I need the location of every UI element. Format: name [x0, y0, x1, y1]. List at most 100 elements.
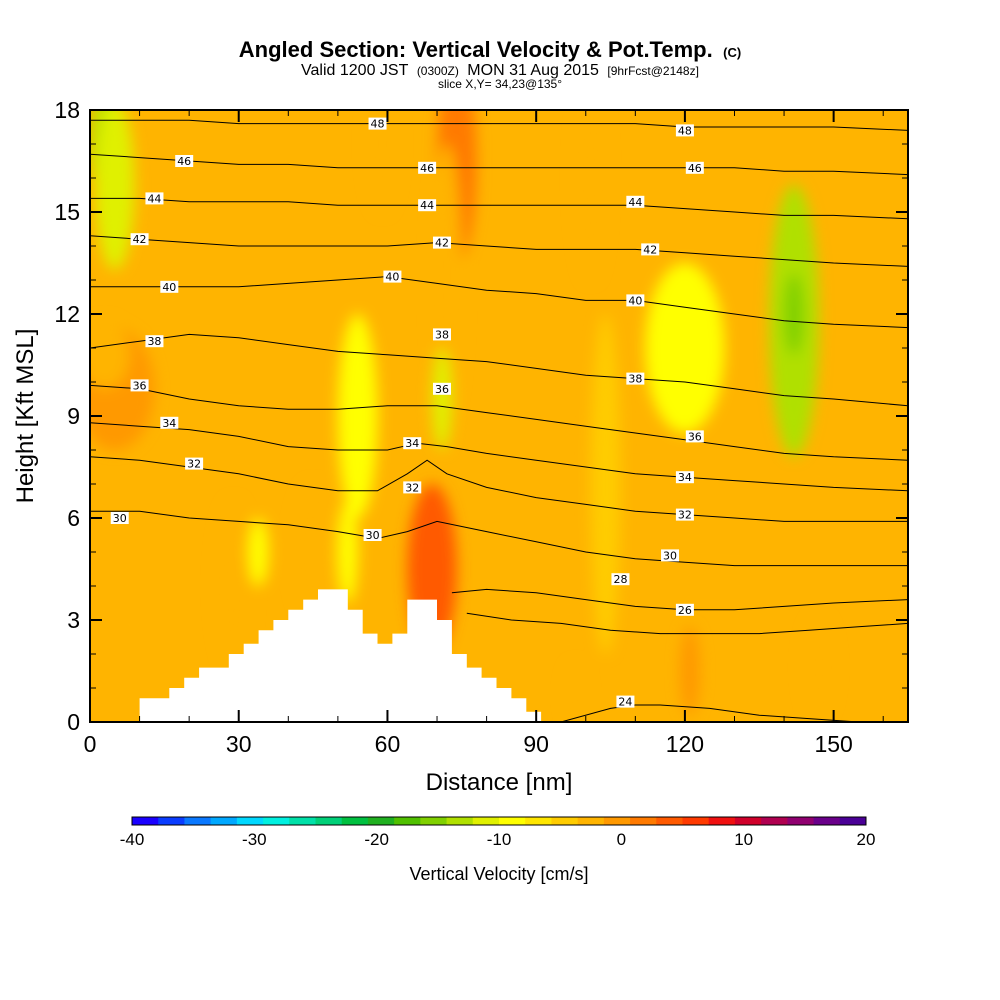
- velocity-blob: [645, 263, 725, 433]
- contour-label: 48: [675, 124, 694, 137]
- colorbar-swatch: [734, 817, 762, 825]
- velocity-blob: [367, 110, 398, 212]
- contour-label-text: 30: [663, 549, 677, 562]
- contour-label: 34: [675, 471, 694, 484]
- colorbar-swatch: [813, 817, 841, 825]
- contour-label: 28: [611, 573, 630, 586]
- valid-utc: (0300Z): [417, 64, 459, 78]
- colorbar-swatch: [420, 817, 448, 825]
- colorbar-swatch: [630, 817, 657, 825]
- theta-contour-42: [90, 235, 908, 267]
- contour-label-text: 34: [162, 417, 176, 430]
- contour-label: 40: [383, 270, 402, 284]
- contour-label-text: 42: [643, 243, 657, 256]
- valid-time: Valid 1200 JST: [301, 62, 409, 79]
- contour-label-text: 46: [177, 155, 191, 168]
- colorbar-tick-label: -30: [242, 830, 267, 849]
- theta-contour-24: [526, 704, 859, 722]
- colorbar-frame: [131, 816, 867, 826]
- y-axis-title: Height [Kft MSL]: [12, 329, 39, 504]
- contour-label-text: 44: [420, 199, 434, 212]
- contour-label-text: 42: [133, 233, 147, 246]
- contour-label: 44: [626, 195, 645, 209]
- contour-label: 32: [185, 457, 204, 471]
- contour-label: 48: [368, 117, 387, 131]
- theta-contour-40: [90, 276, 908, 329]
- velocity-blob: [216, 501, 252, 671]
- contour-label: 44: [418, 199, 437, 212]
- contour-label: 42: [641, 243, 660, 256]
- colorbar-tick-label: -40: [120, 830, 145, 849]
- colorbar-swatch: [132, 817, 159, 825]
- y-tick-label: 3: [67, 607, 80, 633]
- colorbar-tick-label: 10: [734, 830, 753, 849]
- colorbar-swatch: [446, 817, 474, 825]
- contour-label-text: 38: [628, 373, 642, 386]
- theta-contour-34: [90, 422, 908, 492]
- contour-label: 42: [130, 233, 149, 246]
- contour-label-text: 32: [405, 481, 419, 494]
- slice-info: slice X,Y= 34,23@135°: [438, 77, 562, 91]
- contour-label-text: 42: [435, 237, 449, 250]
- colorbar-swatch: [499, 817, 526, 825]
- velocity-blob: [337, 314, 378, 518]
- x-tick-label: 120: [666, 731, 704, 757]
- contour-label-text: 36: [688, 430, 702, 443]
- colorbar: [131, 816, 867, 826]
- velocity-blob: [432, 144, 462, 416]
- contour-label-text: 36: [133, 379, 147, 392]
- x-axis-title: Distance [nm]: [426, 769, 573, 796]
- colorbar-swatch: [184, 817, 212, 825]
- contour-label-text: 40: [162, 281, 176, 294]
- contour-label-text: 30: [366, 529, 380, 542]
- colorbar-tick-label: 0: [617, 830, 626, 849]
- theta-contour-32: [90, 456, 908, 522]
- colorbar-title: Vertical Velocity [cm/s]: [409, 864, 588, 884]
- theta-contour-46: [90, 153, 908, 176]
- chart-title-main: Angled Section: Vertical Velocity & Pot.…: [239, 37, 713, 62]
- contour-label-text: 30: [113, 512, 127, 525]
- contour-label: 46: [175, 155, 194, 168]
- colorbar-tick-label: 20: [857, 830, 876, 849]
- colorbar-swatch: [603, 817, 631, 825]
- velocity-blob: [679, 626, 700, 716]
- chart-subtitle: Valid 1200 JST (0300Z) MON 31 Aug 2015 […: [301, 62, 699, 79]
- y-tick-label: 18: [54, 97, 80, 123]
- contour-label-text: 34: [405, 437, 419, 450]
- plot-area: 48 48 46 46 46 44 44 44 42 42 42 40 40 40 38 38 38 36 36 36…: [90, 110, 908, 722]
- contour-label: 38: [145, 335, 164, 348]
- velocity-blob: [337, 501, 358, 603]
- colorbar-swatch: [158, 817, 185, 825]
- x-tick-label: 90: [523, 731, 549, 757]
- contour-label: 46: [418, 161, 437, 175]
- velocity-blob: [293, 484, 333, 620]
- contour-label: 46: [685, 161, 704, 175]
- colorbar-swatch: [656, 817, 683, 825]
- colorbar-swatch: [472, 817, 500, 825]
- colorbar-swatch: [577, 817, 605, 825]
- theta-contour-38: [90, 333, 908, 407]
- contour-label: 36: [432, 382, 451, 396]
- colorbar-swatch: [394, 817, 421, 825]
- contour-label-text: 40: [628, 294, 642, 307]
- chart-title-unit: (C): [723, 45, 741, 60]
- contour-label: 44: [145, 192, 164, 205]
- velocity-blob: [803, 616, 834, 719]
- contour-label: 38: [432, 328, 451, 341]
- contour-label: 24: [616, 695, 635, 709]
- velocity-blob: [90, 320, 130, 389]
- y-tick-label: 15: [54, 199, 80, 225]
- colorbar-swatch: [708, 817, 736, 825]
- contour-label: 32: [675, 509, 694, 522]
- contour-label-text: 32: [187, 458, 201, 471]
- theta-contour-36: [90, 384, 908, 461]
- contour-label-text: 28: [613, 573, 627, 586]
- theta-contour-44: [90, 197, 908, 220]
- contour-label-text: 32: [678, 509, 692, 522]
- contour-label-text: 38: [147, 335, 161, 348]
- chart-title: Angled Section: Vertical Velocity & Pot.…: [239, 37, 741, 62]
- contour-label: 40: [160, 280, 179, 294]
- colorbar-swatch: [341, 817, 369, 825]
- contour-label: 32: [403, 481, 422, 494]
